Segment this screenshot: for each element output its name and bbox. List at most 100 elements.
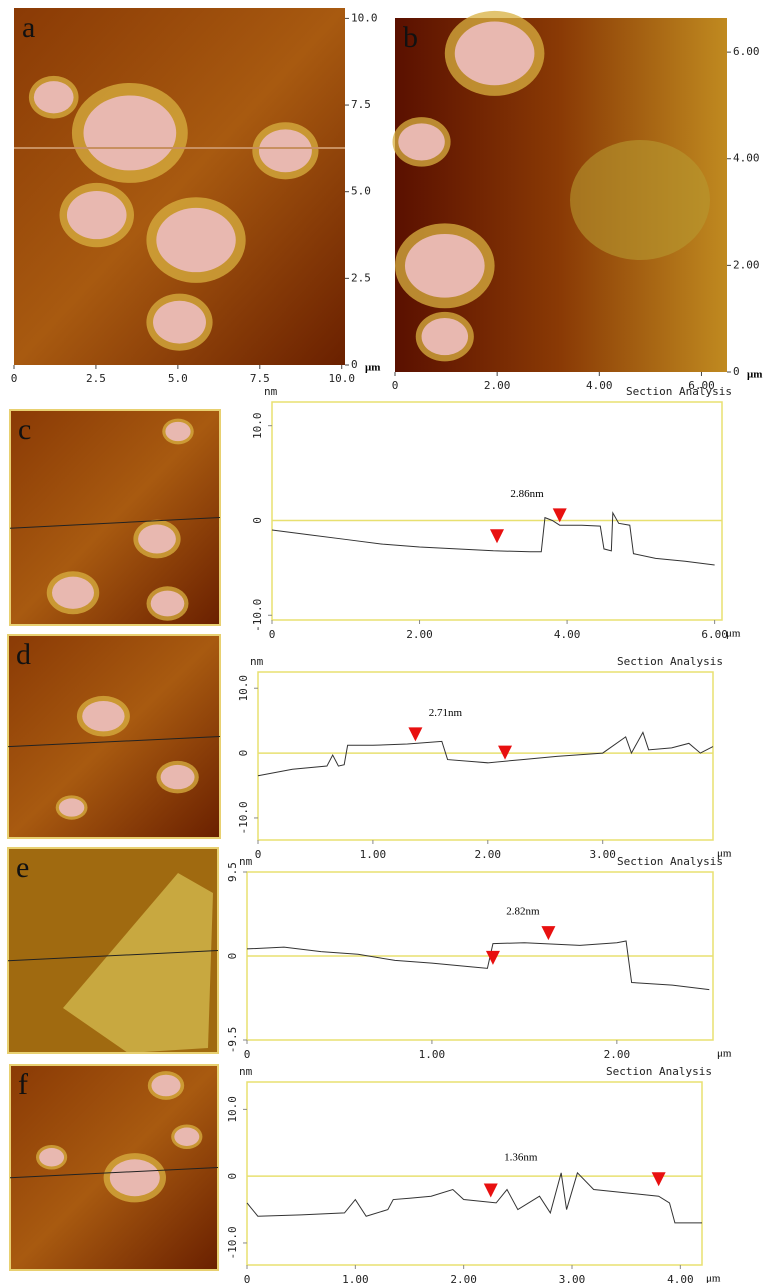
y-tick-label: 2.00 xyxy=(733,258,760,271)
y-tick-label: 2.5 xyxy=(351,271,371,284)
section-marker xyxy=(483,1183,498,1198)
flake xyxy=(52,576,94,609)
y-unit: nm xyxy=(239,1065,253,1078)
y-tick-label: 10.0 xyxy=(237,675,250,702)
x-tick-label: 1.00 xyxy=(419,1048,446,1061)
plot-frame xyxy=(257,671,714,841)
x-tick-label: 0 xyxy=(244,1048,251,1061)
section-marker xyxy=(651,1172,666,1187)
terrace xyxy=(570,140,710,260)
x-tick-label: 6.00 xyxy=(701,628,728,641)
x-tick-label: 0 xyxy=(255,848,262,861)
chart-title: Section Analysis xyxy=(617,855,723,868)
plot-frame xyxy=(246,1081,703,1266)
panel-letter: b xyxy=(403,21,418,54)
section-path xyxy=(9,517,221,529)
y-unit: nm xyxy=(239,855,253,868)
section-path xyxy=(7,736,221,748)
unit-label: μm xyxy=(747,369,762,381)
flake xyxy=(160,764,195,790)
y-tick-label: 0 xyxy=(251,517,264,524)
section-path xyxy=(9,1167,219,1179)
y-tick-label: 0 xyxy=(226,953,239,960)
flake xyxy=(421,318,469,356)
y-tick-label: 7.5 xyxy=(351,98,371,111)
x-tick-label: 4.00 xyxy=(667,1273,694,1283)
profile-line xyxy=(271,511,715,566)
y-tick-label: 10.0 xyxy=(251,412,264,439)
x-tick-label: 3.00 xyxy=(559,1273,586,1283)
section-marker xyxy=(485,950,500,965)
section-marker xyxy=(541,926,556,941)
height-annotation: 2.82nm xyxy=(506,906,540,918)
x-tick-label: 10.0 xyxy=(328,372,355,385)
unit-label: μm xyxy=(365,362,380,374)
x-unit: μm xyxy=(717,1048,732,1060)
afm-image xyxy=(8,635,220,838)
flake xyxy=(156,207,236,273)
x-tick-label: 3.00 xyxy=(589,848,616,861)
flake xyxy=(150,590,185,617)
y-tick-label: 10.0 xyxy=(351,11,378,24)
flake xyxy=(153,300,206,344)
x-unit: μm xyxy=(717,848,732,860)
x-tick-label: 2.00 xyxy=(475,848,502,861)
height-annotation: 2.86nm xyxy=(510,488,544,500)
flake xyxy=(83,95,177,171)
y-tick-label: 0 xyxy=(226,1173,239,1180)
x-tick-label: 6.00 xyxy=(688,379,715,392)
flake xyxy=(454,21,535,86)
y-unit: nm xyxy=(250,655,264,668)
flake xyxy=(39,1148,65,1167)
profile-line xyxy=(257,731,714,777)
x-tick-label: 4.00 xyxy=(586,379,613,392)
x-tick-label: 1.00 xyxy=(342,1273,369,1283)
x-tick-label: 4.00 xyxy=(554,628,581,641)
x-tick-label: 0 xyxy=(269,628,276,641)
y-tick-label: -10.0 xyxy=(251,599,264,632)
y-tick-label: 10.0 xyxy=(226,1096,239,1123)
x-tick-label: 2.00 xyxy=(450,1273,477,1283)
flake xyxy=(58,798,85,817)
x-tick-label: 1.00 xyxy=(360,848,387,861)
height-annotation: 2.71nm xyxy=(429,707,463,719)
flake xyxy=(174,1127,200,1146)
height-annotation: 1.36nm xyxy=(504,1152,538,1164)
chart-title: Section Analysis xyxy=(617,655,723,668)
flake xyxy=(151,1074,181,1097)
y-tick-label: 0 xyxy=(237,750,250,757)
y-tick-label: 4.00 xyxy=(733,152,760,165)
flake xyxy=(138,524,176,554)
y-tick-label: -9.5 xyxy=(226,1027,239,1054)
x-tick-label: 2.5 xyxy=(86,372,106,385)
section-marker xyxy=(408,727,423,742)
x-tick-label: 2.00 xyxy=(604,1048,631,1061)
y-tick-label: 0 xyxy=(351,358,358,371)
flake-sheet xyxy=(63,873,213,1053)
x-tick-label: 5.0 xyxy=(168,372,188,385)
x-tick-label: 0 xyxy=(244,1273,251,1283)
x-unit: μm xyxy=(706,1273,721,1283)
afm-image xyxy=(10,410,220,625)
panel-letter: f xyxy=(18,1068,28,1101)
flake xyxy=(258,129,312,173)
y-unit: nm xyxy=(264,385,278,398)
flake xyxy=(398,123,445,161)
panel-letter: e xyxy=(16,851,29,884)
flake xyxy=(33,81,74,114)
flake xyxy=(66,190,127,240)
section-marker xyxy=(490,529,504,544)
x-tick-label: 0 xyxy=(11,372,18,385)
profile-line xyxy=(246,940,710,991)
panel-letter: a xyxy=(22,11,35,44)
panel-letter: c xyxy=(18,413,31,446)
x-unit: μm xyxy=(726,628,741,640)
chart-title: Section Analysis xyxy=(606,1065,712,1078)
x-tick-label: 2.00 xyxy=(406,628,433,641)
flake xyxy=(82,700,125,732)
section-marker xyxy=(552,508,567,523)
y-tick-label: 6.00 xyxy=(733,45,760,58)
flake xyxy=(109,1159,160,1197)
profile-line xyxy=(246,1171,702,1224)
chart-title: Section Analysis xyxy=(626,385,732,398)
